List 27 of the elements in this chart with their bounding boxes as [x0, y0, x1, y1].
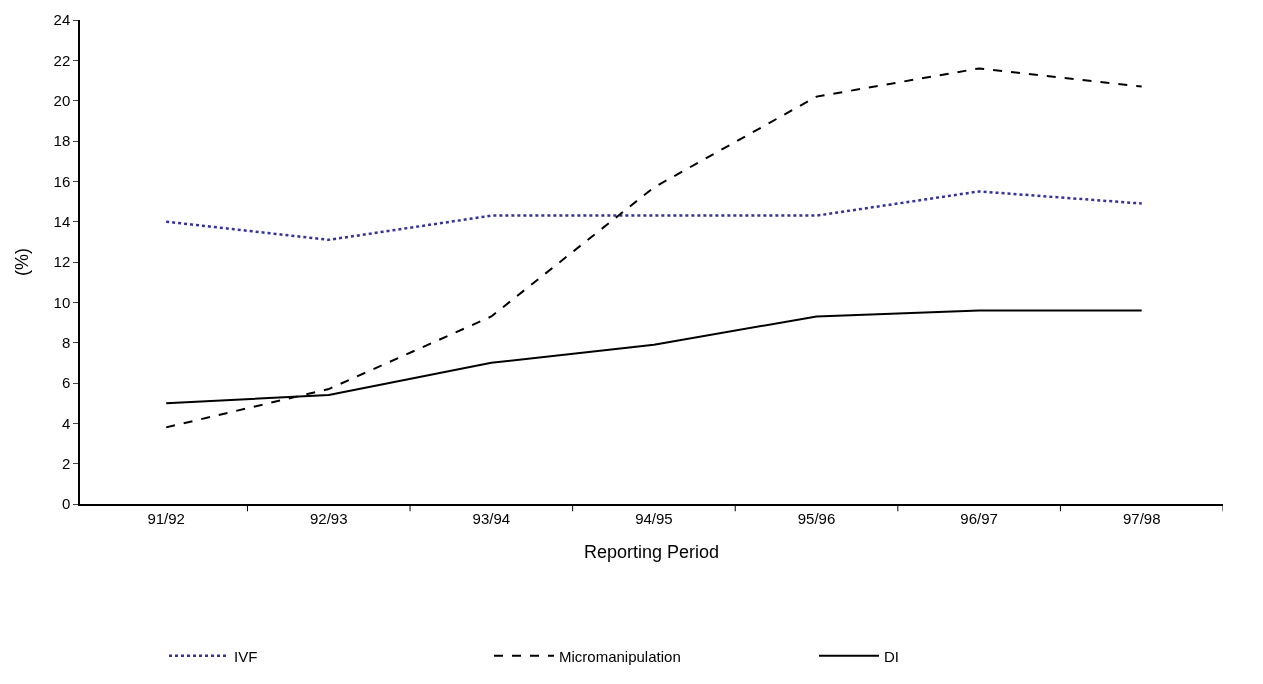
y-tick-label: 10 [53, 293, 71, 311]
y-tick-label: 18 [53, 132, 71, 150]
x-tick-label: 96/97 [960, 509, 998, 527]
y-tick-label: 4 [61, 414, 71, 432]
line-series [164, 190, 1143, 242]
x-tick-label: 93/94 [472, 509, 511, 527]
x-tick-label: 91/92 [147, 509, 185, 527]
y-axis-title: (%) [12, 248, 33, 276]
y-tick-label: 20 [53, 91, 71, 109]
legend-label: Micromanipulation [559, 647, 681, 665]
y-tick-label: 24 [53, 11, 71, 29]
x-tick-label: 92/93 [309, 509, 348, 527]
x-tick-label: 95/96 [797, 509, 836, 527]
y-tick-label: 2 [61, 454, 71, 472]
x-tick-label: 97/98 [1122, 509, 1161, 527]
x-axis-title: Reporting Period [583, 542, 720, 563]
line-series [165, 67, 1143, 429]
y-tick-label: 16 [53, 172, 71, 190]
y-tick-label: 22 [53, 51, 71, 69]
legend-label: IVF [234, 647, 258, 665]
x-tick-label: 94/95 [635, 509, 673, 527]
y-tick-label: 12 [53, 253, 71, 271]
y-tick-label: 14 [53, 212, 71, 230]
legend-label: DI [884, 647, 899, 665]
y-tick-label: 0 [61, 495, 71, 513]
y-tick-label: 6 [61, 374, 71, 392]
y-tick-label: 8 [61, 333, 71, 351]
